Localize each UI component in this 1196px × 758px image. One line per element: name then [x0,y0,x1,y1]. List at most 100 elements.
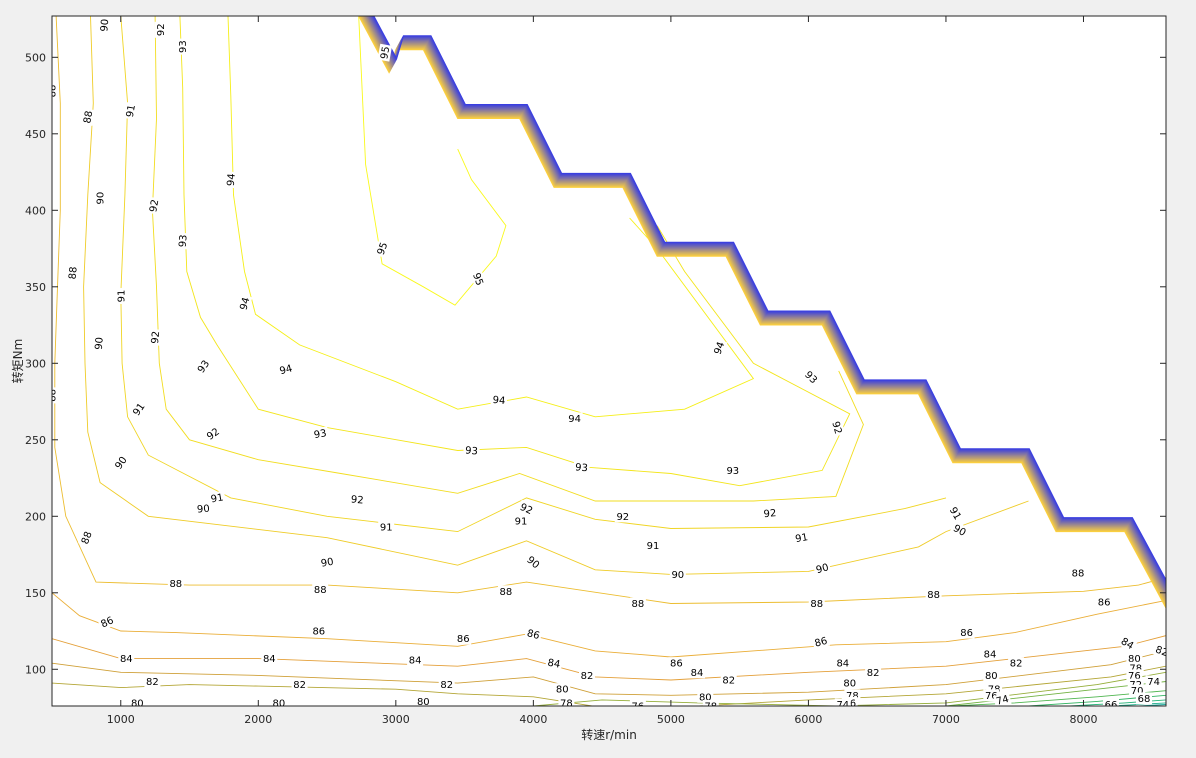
contour-label: 76 [1126,669,1143,682]
contour-label-bg [982,648,998,660]
contour-line-84 [52,635,1166,681]
contour-label-text: 84 [836,659,849,670]
contour-label-bg [94,190,107,207]
contour-line-76 [670,681,1166,706]
contour-label-bg [513,514,529,527]
contour-label-bg [645,539,661,552]
contour-label-bg [194,501,212,516]
contour-label-text: 93 [178,234,190,248]
contour-label-text: 91 [116,290,127,303]
contour-label-bg [724,464,741,477]
contour-line-92 [151,16,864,502]
contour-label: 82 [438,678,455,691]
contour-label-text: 86 [312,627,325,638]
contour-label-text: 80 [843,679,856,690]
contour-label: 84 [261,652,278,665]
contour-label-bg [378,521,395,533]
contour-label-text: 91 [515,516,528,527]
contour-label-bg [554,683,571,696]
contour-label-text: 86 [457,634,470,645]
contour-label: 94 [224,171,238,189]
contour-label-bg [1096,596,1113,608]
contour-label-text: 91 [380,523,393,534]
contour-label-text: 93 [313,428,327,441]
contour-line-86 [52,592,1166,658]
contour-label-text: 80 [131,698,144,709]
x-axis-ticks: 1000 2000 3000 4000 5000 6000 7000 8000 [107,16,1097,726]
contour-label: 88 [312,583,329,596]
contour-label: 88 [78,528,95,548]
x-tick-label: 2000 [244,713,272,726]
contour-label-text: 94 [226,173,238,187]
contour-label-text: 86 [1098,598,1111,609]
contour-label-bg [668,657,685,670]
contour-label-text: 82 [440,680,453,691]
boundary-curve [371,16,1166,585]
contour-label: 82 [144,675,161,688]
x-tick-label: 3000 [382,713,410,726]
contour-label-text: 84 [691,668,704,679]
contour-label-text: 76 [632,702,645,713]
contour-label-bg [558,696,575,706]
contour-label-bg [946,503,965,524]
contour-label-text: 84 [263,654,276,665]
contour-label: 84 [407,654,424,667]
contour-label-text: 90 [320,557,334,570]
contour-label-bg [224,171,238,189]
plot-area [52,16,1166,706]
boundary-curve [363,16,1166,600]
contour-label-text: 88 [68,266,80,280]
boundary-curve [361,16,1166,603]
contour-label-text: 88 [810,599,823,610]
contour-label-bg [1136,692,1152,705]
contour-label-bg [148,328,162,346]
contour-label: 80 [129,696,146,709]
contour-label-bg [312,583,329,596]
contour-label-bg [276,361,296,378]
y-tick-label: 200 [25,510,46,523]
contour-label-bg [97,16,111,34]
contour-label-text: 88 [927,590,940,601]
y-tick-label: 350 [25,281,46,294]
contour-label-bg [834,698,851,706]
contour-label-bg [841,677,858,690]
boundary-curve [369,16,1166,589]
contour-label: 92 [516,499,537,518]
contour-label: 95 [377,43,392,62]
x-tick-label: 5000 [657,713,685,726]
contour-label-bg [311,426,330,441]
contour-label-text: 88 [632,599,645,610]
y-tick-label: 450 [25,128,46,141]
contour-label: 76 [629,700,646,713]
contour-label-text: 88 [48,389,59,402]
contour-label-text: 78 [846,691,859,702]
contour-label-bg [193,356,213,377]
contour-label: 90 [92,334,106,352]
contour-label-bg [1152,642,1166,660]
contour-label-bg [490,393,508,407]
contour-label-text: 84 [409,656,422,667]
contour-label-bg [702,700,719,706]
boundary-curve [370,16,1166,586]
contour-label-bg [1008,657,1025,670]
boundary-curve [370,16,1166,588]
contour-label: 84 [689,666,705,679]
contour-label-text: 80 [985,671,998,682]
contour-label-text: 88 [314,585,327,596]
contour-label: 91 [513,514,529,527]
contour-label-bg [176,38,189,55]
contour-label-text: 94 [278,363,293,377]
contour-label-text: 82 [146,677,159,688]
contour-label-bg [111,452,131,473]
contour-label-bg [1145,675,1162,688]
contour-label-text: 88 [1072,568,1085,579]
contour-label-bg [801,367,822,387]
contour-label: 88 [1070,566,1086,579]
contour-label: 82 [291,678,308,691]
contour-label-text: 82 [867,668,880,679]
contour-label: 88 [167,577,184,590]
contour-label-bg [154,21,167,38]
contour-label-text: 66 [1105,700,1118,711]
contour-label-bg [983,669,1000,682]
contour-label-bg [310,625,327,637]
